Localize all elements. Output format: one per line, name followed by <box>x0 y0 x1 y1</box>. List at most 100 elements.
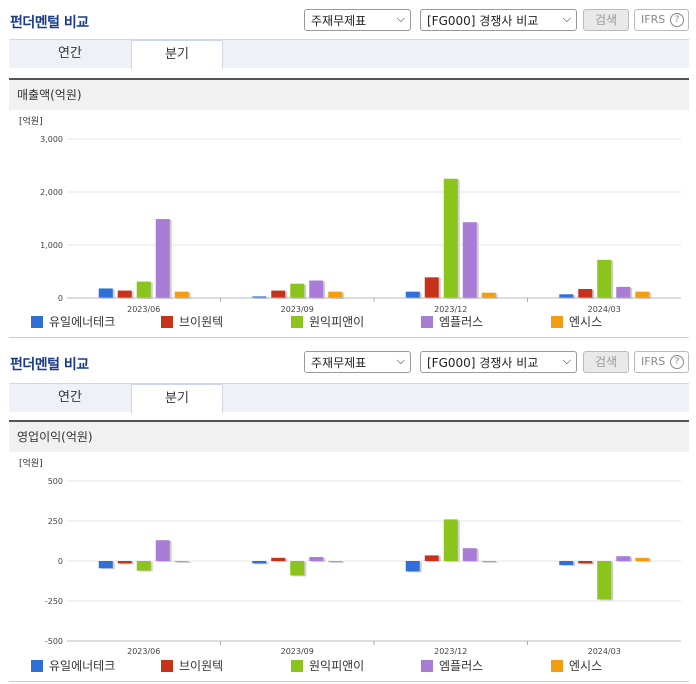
statement-select[interactable]: 주재무제표 ⌵ <box>304 351 411 373</box>
bar-원익피앤이[interactable] <box>597 561 612 600</box>
bar-엠플러스[interactable] <box>462 222 477 298</box>
sales-chart-box: 매출액(억원) [억원] 0 1,000 2,000 3,000 2023/06 2023/… <box>9 78 689 338</box>
bar-브이원텍[interactable] <box>578 288 593 298</box>
legend-swatch <box>551 316 563 328</box>
bar-브이원텍[interactable] <box>271 290 286 298</box>
tab-annual[interactable]: 연간 <box>58 46 82 61</box>
legend-swatch <box>551 660 563 672</box>
bar-브이원텍[interactable] <box>271 557 286 561</box>
bar-엔시스[interactable] <box>174 291 189 298</box>
peer-group-select[interactable]: [FG000] 경쟁사 비교 ⌵ <box>420 351 577 373</box>
fundamental-panel-sales: 펀더멘털 비교 주재무제표 ⌵ [FG000] 경쟁사 비교 ⌵ 검색 IFRS… <box>0 0 696 340</box>
legend-swatch <box>421 660 433 672</box>
bar-엠플러스[interactable] <box>155 540 170 561</box>
bar-유일에너테크[interactable] <box>559 294 574 298</box>
legend-swatch <box>421 316 433 328</box>
bar-엔시스[interactable] <box>328 561 343 562</box>
x-tick-label: 2024/03 <box>588 305 621 314</box>
legend-label: 원익피앤이 <box>309 315 365 329</box>
tab-annual[interactable]: 연간 <box>58 390 82 405</box>
bar-브이원텍[interactable] <box>117 561 132 564</box>
legend-label: 유일에너테크 <box>49 315 116 329</box>
bar-엠플러스[interactable] <box>309 557 324 561</box>
bar-엠플러스[interactable] <box>616 286 631 298</box>
bar-유일에너테크[interactable] <box>252 561 267 564</box>
bar-shadow <box>176 562 191 563</box>
ifrs-help-button[interactable]: IFRS ? <box>634 351 689 373</box>
bar-브이원텍[interactable] <box>117 290 132 298</box>
bar-엔시스[interactable] <box>481 292 496 298</box>
y-unit-label: [억원] <box>19 457 43 469</box>
bar-원익피앤이[interactable] <box>136 561 151 571</box>
bar-유일에너테크[interactable] <box>405 291 420 298</box>
legend-label: 엠플러스 <box>439 659 484 673</box>
statement-select[interactable]: 주재무제표 ⌵ <box>304 9 411 31</box>
chart-legend: 유일에너테크 브이원텍 원익피앤이 엠플러스 엔시스 <box>9 658 689 676</box>
x-tick-label: 2024/03 <box>588 647 621 656</box>
y-tick-label: 2,000 <box>40 188 63 197</box>
bar-엔시스[interactable] <box>328 291 343 298</box>
y-tick-label: -500 <box>45 637 63 646</box>
legend-label: 유일에너테크 <box>49 659 116 673</box>
bar-shadow <box>330 562 345 563</box>
bar-브이원텍[interactable] <box>578 561 593 564</box>
bar-유일에너테크[interactable] <box>405 561 420 572</box>
bar-엔시스[interactable] <box>635 557 650 561</box>
bar-유일에너테크[interactable] <box>252 296 267 298</box>
chevron-down-icon: ⌵ <box>562 12 571 25</box>
bar-엠플러스[interactable] <box>309 280 324 298</box>
fundamental-panel-operating-profit: 펀더멘털 비교 주재무제표 ⌵ [FG000] 경쟁사 비교 ⌵ 검색 IFRS… <box>0 342 696 684</box>
operating-profit-chart-box: 영업이익(억원) [억원] -500 -250 0 250 500 2023/06 2023/… <box>9 420 689 682</box>
question-icon: ? <box>670 13 684 27</box>
chart-header: 매출액(억원) <box>9 80 689 110</box>
legend-label: 엠플러스 <box>439 315 484 329</box>
ifrs-label: IFRS <box>641 13 666 26</box>
tab-quarterly[interactable]: 분기 <box>131 384 223 413</box>
bar-엔시스[interactable] <box>481 561 496 562</box>
search-button[interactable]: 검색 <box>583 9 629 31</box>
bar-브이원텍[interactable] <box>424 555 439 561</box>
panel-header: 펀더멘털 비교 주재무제표 ⌵ [FG000] 경쟁사 비교 ⌵ 검색 IFRS… <box>0 342 696 376</box>
legend-label: 원익피앤이 <box>309 659 365 673</box>
bar-엠플러스[interactable] <box>155 219 170 298</box>
panel-title: 펀더멘털 비교 <box>10 357 89 373</box>
bar-원익피앤이[interactable] <box>290 561 305 576</box>
bar-원익피앤이[interactable] <box>136 281 151 298</box>
bar-브이원텍[interactable] <box>424 277 439 298</box>
y-tick-label: 500 <box>48 477 63 486</box>
legend-swatch <box>31 660 43 672</box>
bar-원익피앤이[interactable] <box>290 283 305 298</box>
chevron-down-icon: ⌵ <box>562 354 571 367</box>
legend-label: 엔시스 <box>569 315 603 329</box>
bar-유일에너테크[interactable] <box>98 561 113 569</box>
bar-유일에너테크[interactable] <box>559 561 574 565</box>
bar-엔시스[interactable] <box>635 291 650 298</box>
bar-유일에너테크[interactable] <box>98 288 113 298</box>
bar-원익피앤이[interactable] <box>597 259 612 298</box>
x-tick-label: 2023/06 <box>127 305 160 314</box>
y-tick-label: 1,000 <box>40 241 63 250</box>
search-button[interactable]: 검색 <box>583 351 629 373</box>
tab-quarterly[interactable]: 분기 <box>131 40 223 69</box>
ifrs-help-button[interactable]: IFRS ? <box>634 9 689 31</box>
chart-header: 영업이익(억원) <box>9 422 689 452</box>
x-tick-label: 2023/09 <box>281 305 314 314</box>
bar-원익피앤이[interactable] <box>443 519 458 561</box>
operating-profit-bar-chart: [억원] -500 -250 0 250 500 2023/06 2023/09 2023/12… <box>19 457 681 656</box>
chevron-down-icon: ⌵ <box>396 12 405 25</box>
peer-group-select-value: [FG000] 경쟁사 비교 <box>427 14 539 28</box>
x-tick-label: 2023/12 <box>434 305 467 314</box>
bar-엠플러스[interactable] <box>616 556 631 561</box>
peer-group-select[interactable]: [FG000] 경쟁사 비교 ⌵ <box>420 9 577 31</box>
legend-label: 엔시스 <box>569 659 603 673</box>
question-icon: ? <box>670 355 684 369</box>
bar-엔시스[interactable] <box>174 561 189 562</box>
panel-title: 펀더멘털 비교 <box>10 15 89 31</box>
panel-header: 펀더멘털 비교 주재무제표 ⌵ [FG000] 경쟁사 비교 ⌵ 검색 IFRS… <box>0 0 696 34</box>
bar-엠플러스[interactable] <box>462 548 477 561</box>
statement-select-value: 주재무제표 <box>311 14 367 28</box>
sales-bar-chart: [억원] 0 1,000 2,000 3,000 2023/06 2023/09 2023/1… <box>19 115 681 314</box>
bar-원익피앤이[interactable] <box>443 178 458 298</box>
peer-group-select-value: [FG000] 경쟁사 비교 <box>427 356 539 370</box>
y-tick-label: 0 <box>58 294 63 303</box>
